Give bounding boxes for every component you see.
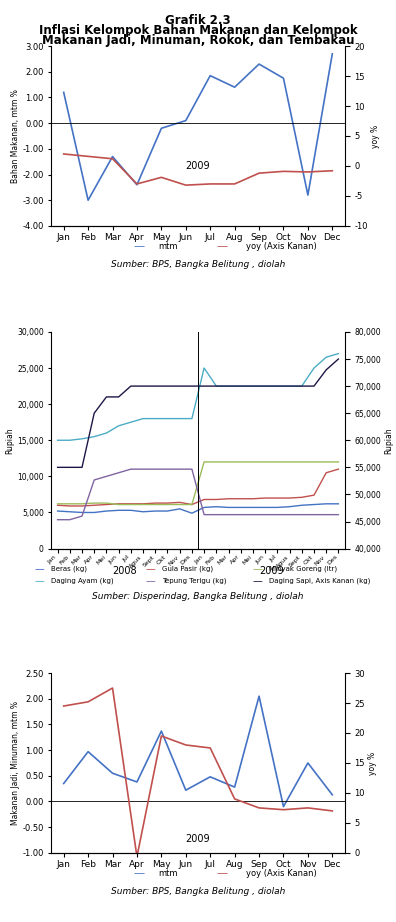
Text: Sumber: BPS, Bangka Belitung , diolah: Sumber: BPS, Bangka Belitung , diolah — [111, 260, 285, 269]
Text: —: — — [253, 576, 262, 585]
Text: —: — — [216, 242, 227, 251]
Text: Beras (kg): Beras (kg) — [51, 565, 88, 573]
Text: Makanan Jadi, Minuman, Rokok, dan Tembakau: Makanan Jadi, Minuman, Rokok, dan Tembak… — [42, 34, 354, 47]
Text: —: — — [133, 869, 144, 878]
Text: —: — — [216, 869, 227, 878]
Text: mtm: mtm — [158, 869, 178, 878]
Text: —: — — [146, 576, 155, 585]
Text: —: — — [146, 564, 155, 573]
Text: Minyak Goreng (ltr): Minyak Goreng (ltr) — [269, 565, 337, 573]
Text: —: — — [133, 242, 144, 251]
Y-axis label: Rupiah: Rupiah — [384, 427, 393, 454]
Text: Sumber: Disperindag, Bangka Belitung , diolah: Sumber: Disperindag, Bangka Belitung , d… — [92, 592, 304, 601]
Text: yoy (Axis Kanan): yoy (Axis Kanan) — [246, 869, 316, 878]
Y-axis label: yoy %: yoy % — [367, 751, 377, 774]
Text: Inflasi Kelompok Bahan Makanan dan Kelompok: Inflasi Kelompok Bahan Makanan dan Kelom… — [39, 24, 357, 37]
Text: Daging Sapi, Axis Kanan (kg): Daging Sapi, Axis Kanan (kg) — [269, 577, 371, 585]
Y-axis label: Makanan Jadi, Minuman, mtm %: Makanan Jadi, Minuman, mtm % — [11, 701, 20, 825]
Text: —: — — [35, 576, 44, 585]
Y-axis label: Rupiah: Rupiah — [5, 427, 14, 454]
Y-axis label: yoy %: yoy % — [371, 124, 379, 148]
Text: Daging Ayam (kg): Daging Ayam (kg) — [51, 577, 114, 585]
Text: —: — — [35, 564, 44, 573]
Text: Gula Pasir (kg): Gula Pasir (kg) — [162, 565, 213, 573]
Text: 2009: 2009 — [186, 161, 210, 171]
Text: —: — — [253, 564, 262, 573]
Text: 2008: 2008 — [112, 566, 137, 576]
Text: yoy (Axis Kanan): yoy (Axis Kanan) — [246, 242, 316, 251]
Text: mtm: mtm — [158, 242, 178, 251]
Text: Grafik 2.3: Grafik 2.3 — [165, 14, 231, 27]
Text: 2009: 2009 — [259, 566, 284, 576]
Text: Tepung Terigu (kg): Tepung Terigu (kg) — [162, 577, 227, 585]
Y-axis label: Bahan Makanan, mtm %: Bahan Makanan, mtm % — [11, 89, 19, 183]
Text: 2009: 2009 — [186, 833, 210, 844]
Text: Sumber: BPS, Bangka Belitung , diolah: Sumber: BPS, Bangka Belitung , diolah — [111, 887, 285, 896]
